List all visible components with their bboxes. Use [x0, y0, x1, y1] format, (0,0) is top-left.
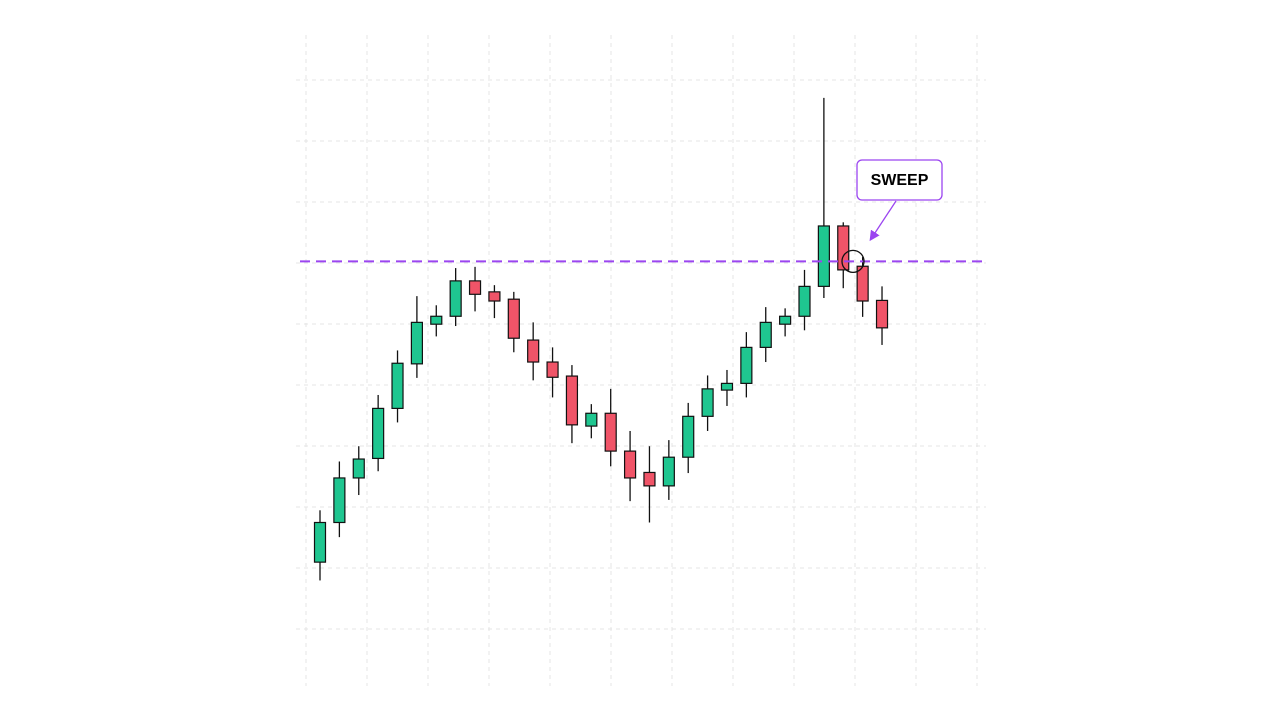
candle-body [391, 362, 404, 409]
candle-body [662, 456, 675, 487]
candle-body [585, 412, 598, 427]
candle-body [759, 321, 772, 348]
grid [296, 35, 986, 686]
candle-body [740, 346, 753, 384]
candle-body [817, 225, 830, 287]
candle-body [720, 382, 734, 391]
sweep-marker [841, 249, 865, 274]
candle-body [565, 375, 579, 426]
candle-body [527, 339, 540, 363]
candle-body [798, 285, 811, 317]
annotations: SWEEP [300, 159, 982, 274]
candle-body [546, 361, 559, 378]
annotation-arrow [869, 200, 897, 242]
candle-body [779, 315, 792, 325]
candle-body [488, 291, 501, 302]
candle-body [604, 412, 617, 452]
annotation-box [856, 159, 943, 201]
candle-body [372, 407, 385, 460]
candles [313, 97, 889, 581]
annotation-text: SWEEP [871, 172, 929, 189]
candle-body [623, 450, 637, 479]
candle-body [682, 415, 695, 458]
candle-body [837, 225, 850, 271]
candle-body [352, 458, 365, 479]
candle-body [449, 280, 462, 317]
candle-body [313, 521, 327, 563]
candle-body [875, 299, 889, 329]
candle-body [701, 388, 714, 417]
candle-body [507, 298, 520, 339]
candle-body [410, 321, 423, 365]
candle-body [430, 315, 443, 325]
candle-body [468, 280, 482, 295]
candle-body [643, 471, 656, 487]
candle-body [333, 477, 346, 524]
